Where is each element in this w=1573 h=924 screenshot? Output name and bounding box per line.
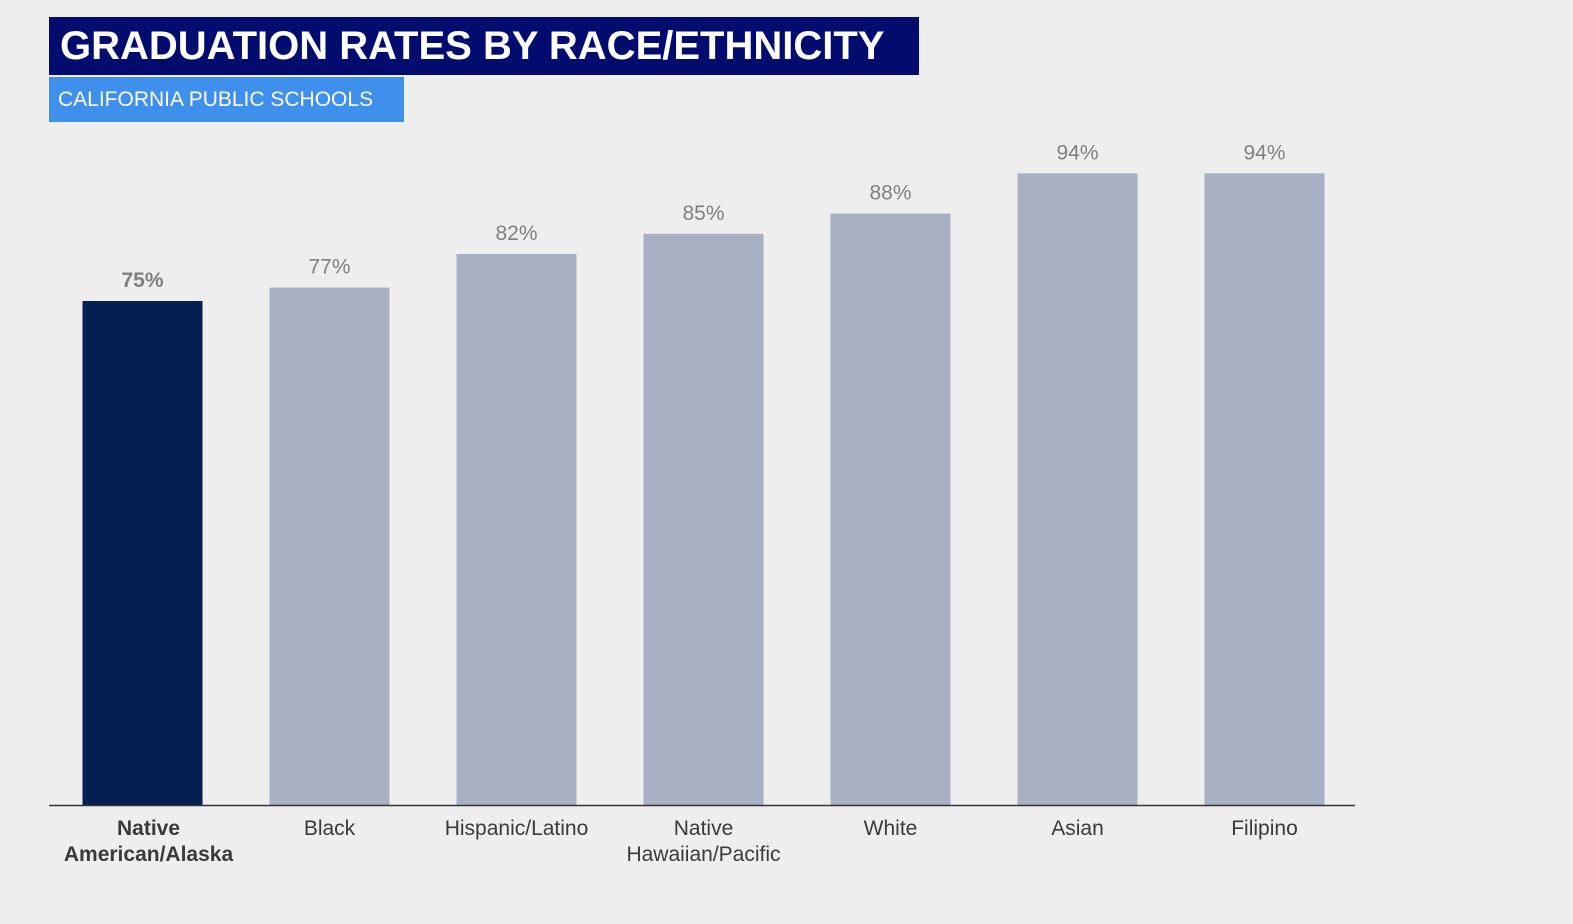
bar-2 bbox=[456, 254, 577, 805]
category-labels-group: Native American/Alaska Black Hispanic/Latin… bbox=[64, 817, 1298, 866]
category-label-3-line-0: Native bbox=[674, 817, 734, 840]
value-label-2: 82% bbox=[495, 222, 537, 245]
chart-title: GRADUATION RATES BY RACE/ETHNICITY bbox=[49, 17, 919, 75]
category-label-2: Hispanic/Latino bbox=[445, 817, 589, 840]
chart-subtitle: CALIFORNIA PUBLIC SCHOOLS bbox=[49, 77, 404, 122]
value-labels-group: 75% 77% 82% 85% 88% 94% 94% bbox=[121, 141, 1285, 292]
category-label-1: Black bbox=[304, 817, 356, 840]
bar-6 bbox=[1204, 173, 1325, 806]
bars-group bbox=[82, 173, 1325, 806]
category-label-0-line-1: American/Alaska bbox=[64, 843, 234, 866]
value-label-6: 94% bbox=[1243, 141, 1285, 164]
bar-3 bbox=[643, 233, 764, 806]
bar-1 bbox=[269, 287, 390, 806]
category-label-0-line-0: Native bbox=[117, 817, 180, 840]
category-label-4: White bbox=[864, 817, 918, 840]
category-label-5: Asian bbox=[1051, 817, 1104, 840]
value-label-3: 85% bbox=[682, 202, 724, 225]
value-label-0: 75% bbox=[121, 269, 163, 292]
bar-0 bbox=[82, 301, 203, 805]
value-label-4: 88% bbox=[869, 182, 911, 205]
bar-4 bbox=[830, 213, 951, 806]
bar-5 bbox=[1017, 173, 1138, 806]
value-label-1: 77% bbox=[308, 256, 350, 279]
value-label-5: 94% bbox=[1056, 141, 1098, 164]
category-label-3-line-1: Hawaiian/Pacific bbox=[626, 843, 780, 866]
category-label-6: Filipino bbox=[1231, 817, 1298, 840]
